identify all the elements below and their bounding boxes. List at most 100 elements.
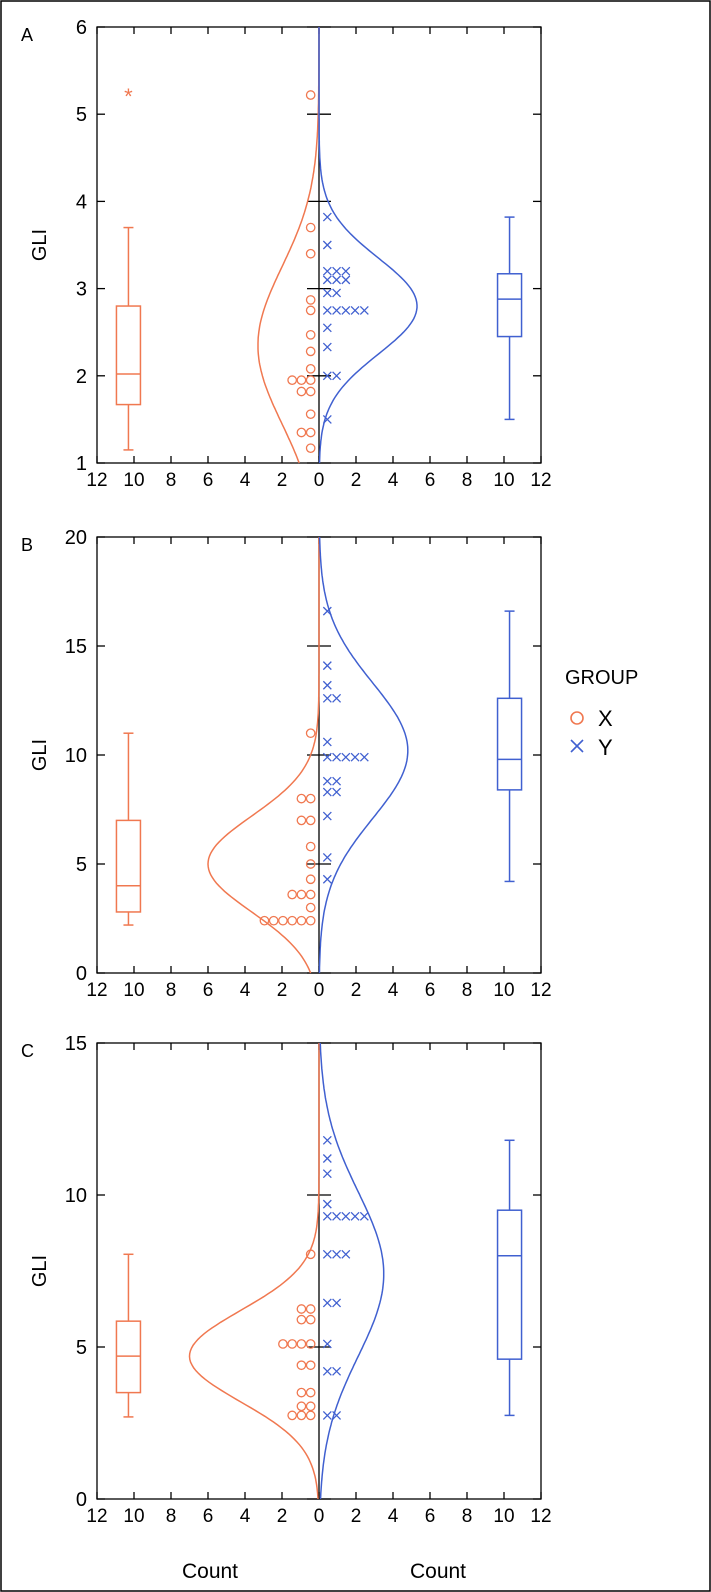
data-point-x [305, 815, 316, 826]
box-body [496, 273, 523, 338]
data-point-x [305, 902, 316, 913]
y-tick-label: 0 [76, 1489, 87, 1511]
data-point-y-stroke [332, 288, 342, 298]
data-point-y-stroke [332, 275, 342, 285]
data-point-y [332, 275, 342, 285]
data-point-y-stroke [322, 787, 332, 797]
data-point-y [322, 266, 332, 276]
data-point-y [322, 1410, 332, 1420]
data-point-y [322, 1135, 332, 1145]
data-point-y [322, 693, 332, 703]
data-point-y [341, 1249, 351, 1259]
data-point-y [350, 1211, 360, 1221]
legend-title: GROUP [565, 667, 638, 689]
data-point-y [322, 661, 332, 671]
x-tick-label: 10 [493, 1506, 514, 1527]
panel-letter: C [21, 1041, 34, 1061]
data-point-x [305, 427, 316, 438]
density-curve-x [188, 1043, 320, 1500]
data-point-x [296, 1410, 307, 1421]
data-point-y-stroke [322, 414, 332, 424]
data-point-x [296, 1360, 307, 1371]
box-body [115, 305, 142, 406]
data-point-y [322, 288, 332, 298]
legend-marker-x [570, 711, 584, 725]
x-tick-label: 10 [123, 980, 144, 1001]
data-point-x [305, 841, 316, 852]
data-point-y [322, 811, 332, 821]
y-tick-label: 5 [76, 1337, 87, 1359]
data-point-y-stroke [322, 371, 332, 381]
data-point-y [322, 1211, 332, 1221]
data-point-x [305, 1339, 316, 1349]
y-axis-label: GLI [29, 229, 51, 261]
x-tick-label: 4 [240, 980, 251, 1001]
data-point-y [332, 752, 342, 762]
data-point-y-stroke [322, 874, 332, 884]
x-tick-label: 8 [462, 980, 473, 1001]
y-tick-label: 0 [76, 963, 87, 985]
y-tick-label: 3 [76, 279, 87, 301]
data-point-y [332, 1366, 342, 1376]
box-plot-y [496, 216, 523, 421]
x-tick-label: 10 [493, 980, 514, 1001]
box-plot-x [115, 732, 142, 926]
data-point-x [305, 1387, 316, 1398]
x-tick-label: 4 [388, 980, 399, 1001]
data-point-x [305, 1249, 316, 1260]
data-point-x [296, 889, 307, 900]
y-tick-label: 10 [65, 1185, 87, 1207]
data-point-y [322, 305, 332, 315]
data-point-x [305, 1314, 316, 1325]
data-point-x [287, 1410, 298, 1421]
data-point-y-stroke [341, 1249, 351, 1259]
data-point-y-stroke [322, 1135, 332, 1145]
data-point-y [332, 266, 342, 276]
y-tick-label: 2 [76, 366, 87, 388]
data-point-y-stroke [350, 752, 360, 762]
x-tick-label: 12 [86, 470, 107, 491]
data-point-y-stroke [322, 1199, 332, 1209]
data-point-y [322, 323, 332, 333]
data-point-y-stroke [322, 661, 332, 671]
x-tick-label: 4 [240, 1506, 251, 1527]
x-tick-label: 10 [123, 470, 144, 491]
data-point-y [322, 776, 332, 786]
data-point-y-stroke [341, 266, 351, 276]
x-tick-label: 10 [123, 1506, 144, 1527]
x-tick-label: 12 [86, 980, 107, 1001]
data-point-x [305, 248, 316, 259]
data-point-x [296, 375, 307, 386]
bottom-label-left: Count [182, 1560, 238, 1583]
y-tick-label: 5 [76, 854, 87, 876]
data-point-y [322, 787, 332, 797]
data-point-y [322, 680, 332, 690]
data-point-y-stroke [322, 212, 332, 222]
data-point-x [296, 1339, 307, 1349]
data-point-y [322, 371, 332, 381]
data-point-y-stroke [359, 305, 369, 315]
data-point-y-stroke [322, 1211, 332, 1221]
box-body [115, 819, 142, 913]
box-plot-y [496, 610, 523, 883]
data-point-y-stroke [322, 1169, 332, 1179]
data-point-x [296, 1401, 307, 1412]
data-point-y-stroke [332, 305, 342, 315]
data-point-y-stroke [359, 1211, 369, 1221]
data-point-y [322, 853, 332, 862]
x-tick-label: 12 [530, 470, 551, 491]
panel-letter: B [21, 535, 33, 555]
data-point-y-stroke [341, 275, 351, 285]
data-point-y [322, 240, 332, 250]
x-tick-label: 6 [203, 470, 214, 491]
data-point-x [305, 443, 316, 454]
x-tick-label: 2 [277, 470, 288, 491]
data-point-y [322, 1339, 332, 1349]
data-point-y-stroke [332, 776, 342, 786]
data-point-y [332, 787, 342, 797]
box-plot-x [115, 1253, 142, 1418]
x-tick-label: 0 [314, 1506, 325, 1527]
box-body [496, 697, 523, 791]
data-point-x [305, 386, 316, 397]
data-point-y [341, 1211, 351, 1221]
